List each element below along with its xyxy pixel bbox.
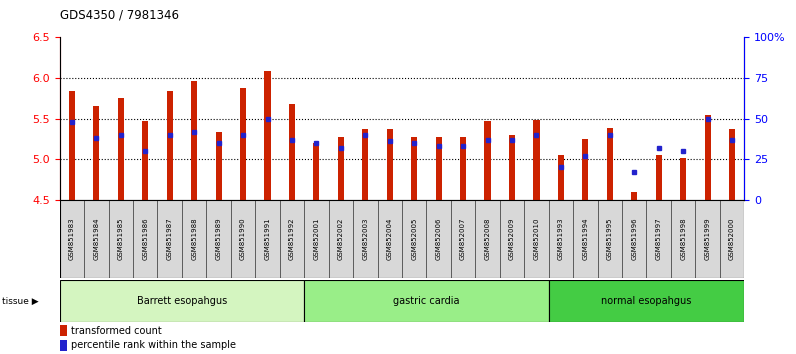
Text: GSM852000: GSM852000 (729, 218, 735, 260)
Bar (166, 91, 173, 200)
Bar (729, 129, 735, 200)
Text: GSM852009: GSM852009 (509, 218, 515, 260)
Bar (656, 155, 661, 200)
Bar (680, 159, 686, 200)
Bar (240, 88, 246, 200)
Bar (338, 137, 344, 200)
Text: GSM852003: GSM852003 (362, 218, 369, 260)
Text: GSM851989: GSM851989 (216, 218, 221, 260)
Bar (412, 137, 417, 200)
Text: GSM851984: GSM851984 (93, 218, 100, 260)
Bar (60, 280, 304, 322)
Bar (509, 135, 515, 200)
Bar (60, 340, 67, 351)
Bar (485, 121, 490, 200)
Bar (264, 72, 271, 200)
Text: GSM851998: GSM851998 (680, 218, 686, 260)
Bar (289, 104, 295, 200)
Text: GSM852005: GSM852005 (412, 218, 417, 260)
Text: GSM851995: GSM851995 (607, 218, 613, 260)
Text: GSM852006: GSM852006 (435, 218, 442, 260)
Text: GSM851988: GSM851988 (191, 218, 197, 260)
Text: GSM852002: GSM852002 (338, 218, 344, 260)
Text: GSM852008: GSM852008 (485, 218, 490, 260)
Text: GSM851986: GSM851986 (142, 218, 148, 260)
Text: GSM851985: GSM851985 (118, 218, 124, 260)
Text: tissue ▶: tissue ▶ (2, 296, 38, 306)
Text: GSM852010: GSM852010 (533, 218, 540, 260)
Text: GSM851994: GSM851994 (583, 218, 588, 260)
Bar (558, 155, 564, 200)
Text: percentile rank within the sample: percentile rank within the sample (71, 341, 236, 350)
Bar (460, 137, 466, 200)
Bar (69, 91, 75, 200)
Bar (362, 129, 369, 200)
Text: GSM851996: GSM851996 (631, 218, 638, 260)
Bar (304, 280, 548, 322)
Bar (548, 280, 744, 322)
Text: GSM852004: GSM852004 (387, 218, 392, 260)
Text: normal esopahgus: normal esopahgus (601, 296, 692, 306)
Text: GSM851990: GSM851990 (240, 218, 246, 260)
Bar (583, 139, 588, 200)
Bar (60, 325, 67, 336)
Text: GSM851993: GSM851993 (558, 218, 564, 260)
Text: GSM851999: GSM851999 (704, 218, 711, 260)
Bar (142, 121, 148, 200)
Text: Barrett esopahgus: Barrett esopahgus (137, 296, 227, 306)
Bar (704, 115, 711, 200)
Text: GSM851983: GSM851983 (69, 218, 75, 260)
Text: transformed count: transformed count (71, 326, 162, 336)
Text: GSM851991: GSM851991 (264, 218, 271, 260)
Text: GSM851992: GSM851992 (289, 218, 295, 260)
Bar (191, 81, 197, 200)
Bar (314, 143, 319, 200)
Bar (387, 129, 392, 200)
Bar (216, 132, 221, 200)
Text: GSM851997: GSM851997 (656, 218, 661, 260)
Text: GSM852007: GSM852007 (460, 218, 466, 260)
Text: GDS4350 / 7981346: GDS4350 / 7981346 (60, 9, 178, 22)
Text: GSM851987: GSM851987 (166, 218, 173, 260)
Bar (607, 129, 613, 200)
Bar (435, 137, 442, 200)
Bar (631, 192, 638, 200)
Text: gastric cardia: gastric cardia (393, 296, 459, 306)
Text: GSM852001: GSM852001 (314, 218, 319, 260)
Bar (93, 106, 100, 200)
Bar (533, 120, 540, 200)
Bar (118, 98, 124, 200)
